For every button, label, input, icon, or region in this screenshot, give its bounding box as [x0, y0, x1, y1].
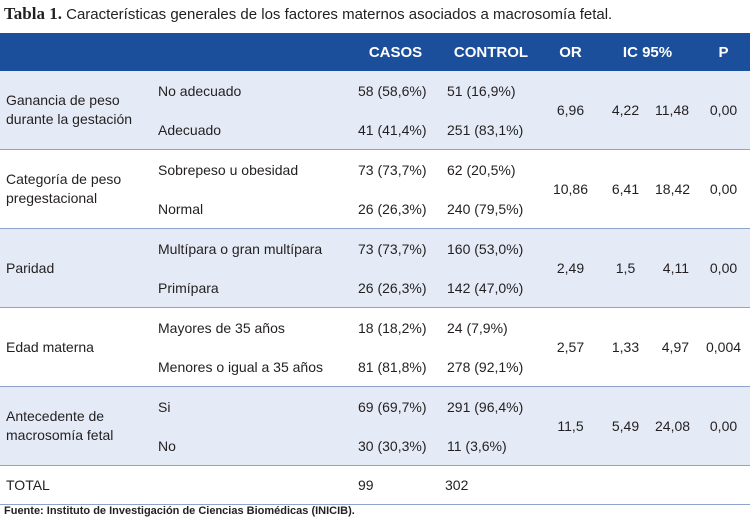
p-value: 0,004 [697, 307, 750, 387]
factor-label: Ganancia de peso durante la gestación [0, 71, 150, 150]
factor-label: Paridad [0, 228, 150, 308]
casos-value: 58 (58,6%) [352, 71, 439, 110]
casos-value: 26 (26,3%) [352, 189, 439, 229]
header-or: OR [543, 33, 598, 71]
category-label: Menores o igual a 35 años [150, 347, 352, 387]
ic-high-value: 24,08 [653, 386, 698, 466]
header-p: P [697, 33, 750, 71]
control-value: 240 (79,5%) [439, 189, 543, 229]
header-ic: IC 95% [598, 33, 698, 71]
p-value: 0,00 [697, 386, 750, 466]
control-value: 51 (16,9%) [439, 71, 543, 110]
category-label: No [150, 426, 352, 466]
casos-value: 26 (26,3%) [352, 268, 439, 308]
ic-high-value: 4,11 [653, 228, 698, 308]
control-value: 62 (20,5%) [439, 149, 543, 189]
ic-low-value: 6,41 [598, 149, 653, 229]
row-group: Antecedente de macrosomía fetal Si 69 (69,… [0, 386, 750, 466]
control-value: 11 (3,6%) [439, 426, 543, 466]
category-label: Sobrepeso u obesidad [150, 149, 352, 189]
control-value: 278 (92,1%) [439, 347, 543, 387]
or-value: 11,5 [543, 386, 598, 466]
casos-value: 73 (73,7%) [352, 149, 439, 189]
or-value: 10,86 [543, 149, 598, 229]
control-value: 291 (96,4%) [439, 386, 543, 426]
or-value: 2,57 [543, 307, 598, 387]
table-row: Antecedente de macrosomía fetal Si 69 (69,… [0, 386, 750, 466]
category-label: Mayores de 35 años [150, 307, 352, 347]
or-value: 6,96 [543, 71, 598, 150]
total-empty [543, 465, 750, 505]
row-group: Edad materna Mayores de 35 años 18 (18,2%)… [0, 307, 750, 387]
casos-value: 18 (18,2%) [352, 307, 439, 347]
ic-high-value: 4,97 [653, 307, 698, 387]
table-row: Paridad Multípara o gran multípara 73 (73,… [0, 228, 750, 308]
header-control: CONTROL [439, 33, 543, 71]
category-label: Primípara [150, 268, 352, 308]
caption-lead: Tabla 1. [4, 4, 62, 23]
total-control: 302 [439, 465, 543, 505]
row-group: Ganancia de peso durante la gestación No … [0, 71, 750, 150]
control-value: 24 (7,9%) [439, 307, 543, 347]
casos-value: 69 (69,7%) [352, 386, 439, 426]
category-label: Normal [150, 189, 352, 229]
total-label: TOTAL [0, 465, 352, 505]
row-group: Paridad Multípara o gran multípara 73 (73,… [0, 228, 750, 308]
header-category [150, 33, 352, 71]
control-value: 142 (47,0%) [439, 268, 543, 308]
p-value: 0,00 [697, 228, 750, 308]
casos-value: 41 (41,4%) [352, 110, 439, 150]
table-row: Normal 26 (26,3%) 240 (79,5%) [0, 189, 750, 229]
factor-label: Categoría de peso pregestacional [0, 149, 150, 229]
category-label: Si [150, 386, 352, 426]
category-label: No adecuado [150, 71, 352, 110]
control-value: 160 (53,0%) [439, 228, 543, 268]
casos-value: 30 (30,3%) [352, 426, 439, 466]
total-row: TOTAL 99 302 [0, 465, 750, 505]
or-value: 2,49 [543, 228, 598, 308]
total-casos: 99 [352, 465, 439, 505]
casos-value: 81 (81,8%) [352, 347, 439, 387]
header-factor [0, 33, 150, 71]
ic-high-value: 11,48 [653, 71, 698, 150]
table-row: Menores o igual a 35 años 81 (81,8%) 278 (… [0, 347, 750, 387]
category-label: Adecuado [150, 110, 352, 150]
category-label: Multípara o gran multípara [150, 228, 352, 268]
caption-text: Características generales de los factore… [61, 6, 613, 23]
table-row: Edad materna Mayores de 35 años 18 (18,2%)… [0, 307, 750, 387]
header-casos: CASOS [352, 33, 439, 71]
table-row: Ganancia de peso durante la gestación No … [0, 71, 750, 150]
factor-label: Edad materna [0, 307, 150, 387]
p-value: 0,00 [697, 71, 750, 150]
total-row-group: TOTAL 99 302 [0, 465, 750, 505]
table-row: Adecuado 41 (41,4%) 251 (83,1%) [0, 110, 750, 150]
p-value: 0,00 [697, 149, 750, 229]
table-header: CASOS CONTROL OR IC 95% P [0, 33, 750, 71]
row-group: Categoría de peso pregestacional Sobrepes… [0, 149, 750, 229]
casos-value: 73 (73,7%) [352, 228, 439, 268]
ic-low-value: 4,22 [598, 71, 653, 150]
table-row: Categoría de peso pregestacional Sobrepes… [0, 149, 750, 229]
maternal-factors-table: CASOS CONTROL OR IC 95% P Ganancia de pe… [0, 33, 750, 505]
source-footnote: Fuente: Instituto de Investigación de Ci… [4, 505, 355, 517]
table-caption: Tabla 1. Características generales de lo… [4, 4, 746, 30]
table-row: No 30 (30,3%) 11 (3,6%) [0, 426, 750, 466]
ic-high-value: 18,42 [653, 149, 698, 229]
factor-label: Antecedente de macrosomía fetal [0, 386, 150, 466]
ic-low-value: 1,5 [598, 228, 653, 308]
control-value: 251 (83,1%) [439, 110, 543, 150]
ic-low-value: 5,49 [598, 386, 653, 466]
table-row: Primípara 26 (26,3%) 142 (47,0%) [0, 268, 750, 308]
ic-low-value: 1,33 [598, 307, 653, 387]
